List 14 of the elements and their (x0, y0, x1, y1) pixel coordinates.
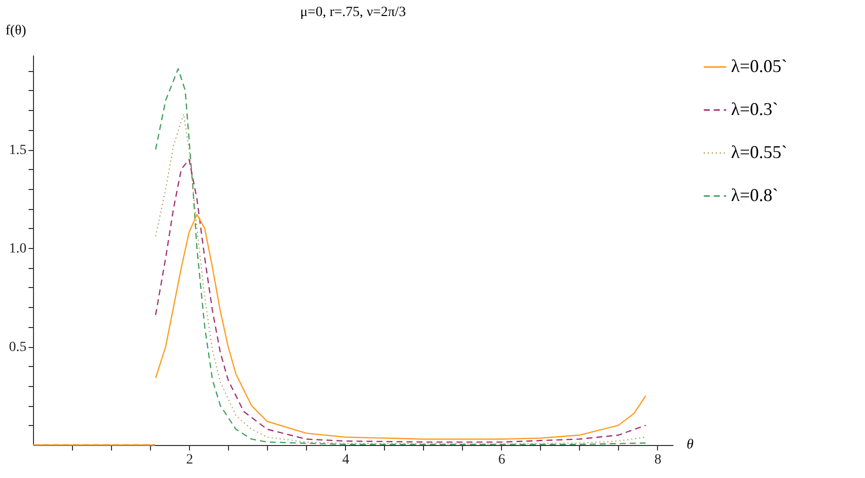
legend-label: λ=0.8` (731, 185, 778, 205)
legend-label: λ=0.3` (731, 99, 778, 119)
legend-label: λ=0.55` (731, 142, 788, 162)
x-tick-label: 2 (186, 452, 194, 468)
x-axis-title: θ (686, 438, 694, 452)
y-axis-title: f(θ) (6, 24, 27, 38)
legend-label: λ=0.05` (731, 56, 788, 76)
y-tick-label: 1.0 (9, 242, 26, 257)
y-tick-label: 1.5 (9, 143, 26, 158)
chart-title: μ=0, r=.75, ν=2π/3 (300, 5, 406, 20)
x-tick-label: 4 (342, 452, 350, 468)
y-tick-label: 0.5 (9, 340, 26, 356)
x-tick-label: 8 (654, 452, 662, 468)
x-tick-label: 6 (498, 452, 506, 468)
